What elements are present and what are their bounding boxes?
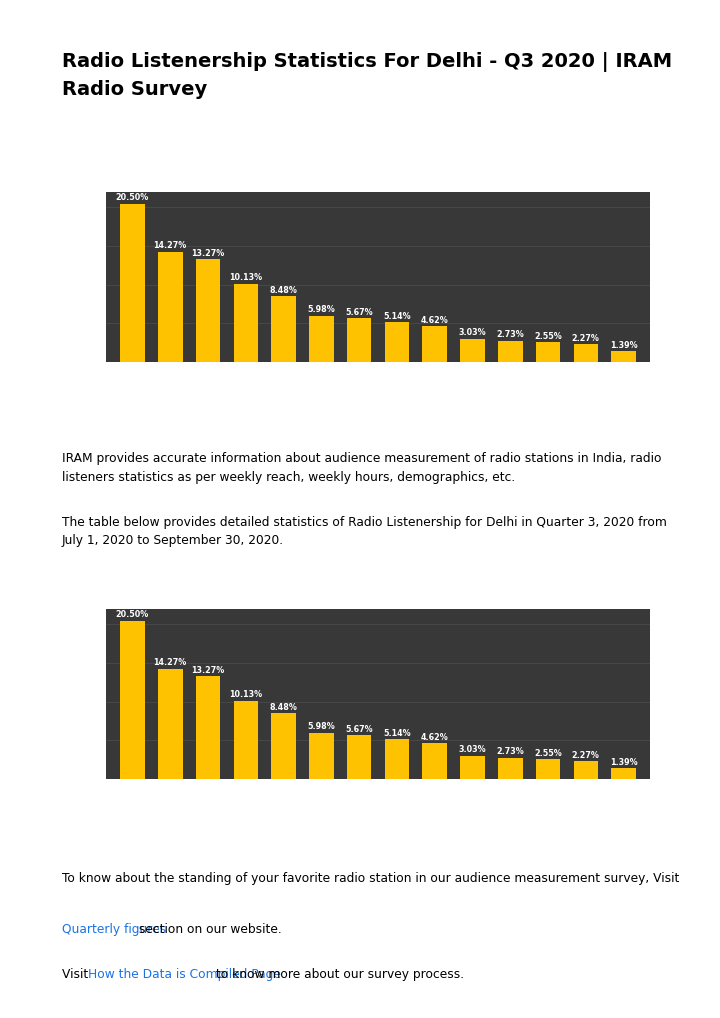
Text: 5.67%: 5.67% [346, 307, 373, 317]
Text: Source: IRAM Radio Survey Q3 2020 (1st July 2020 - 30th September 2020): Source: IRAM Radio Survey Q3 2020 (1st J… [197, 831, 523, 840]
Text: 2.73%: 2.73% [496, 331, 524, 339]
Bar [271, 296, 296, 362]
Bar [574, 344, 598, 362]
Text: 5.14%: 5.14% [383, 729, 410, 738]
Text: 3.03%: 3.03% [459, 328, 486, 337]
Text: RADIO LISTENERSHIP SHARE
DELHI: RADIO LISTENERSHIP SHARE DELHI [253, 571, 467, 601]
Bar [120, 204, 145, 362]
Bar [611, 769, 636, 779]
Text: to know more about our survey process.: to know more about our survey process. [212, 968, 464, 981]
Text: Source: IRAM Radio Survey Q3 2020 (1st July 2020 - 30th September 2020): Source: IRAM Radio Survey Q3 2020 (1st J… [197, 413, 523, 422]
Bar [158, 669, 182, 779]
Text: 3.03%: 3.03% [459, 745, 486, 754]
Bar [233, 700, 258, 779]
Bar [384, 739, 409, 779]
Text: 5.98%: 5.98% [307, 305, 336, 315]
Text: 14.27%: 14.27% [153, 241, 187, 250]
Text: 2.55%: 2.55% [534, 332, 562, 341]
Text: 2.27%: 2.27% [572, 334, 600, 343]
Text: IRAM provides accurate information about audience measurement of radio stations : IRAM provides accurate information about… [62, 452, 662, 484]
Bar [536, 759, 560, 779]
Bar [536, 342, 560, 362]
Text: 2.73%: 2.73% [496, 747, 524, 756]
Text: 5.98%: 5.98% [307, 722, 336, 731]
Text: The table below provides detailed statistics of Radio Listenership for Delhi in : The table below provides detailed statis… [62, 516, 667, 548]
Text: 10.13%: 10.13% [229, 690, 262, 699]
Bar [423, 743, 447, 779]
Bar [384, 323, 409, 362]
Text: 13.27%: 13.27% [192, 249, 225, 258]
Bar [460, 339, 485, 362]
Bar [460, 755, 485, 779]
Bar [120, 621, 145, 779]
Text: 1.39%: 1.39% [610, 757, 637, 767]
Text: How the Data is Compiled Page: How the Data is Compiled Page [88, 968, 281, 981]
Bar [611, 351, 636, 362]
Text: Visit: Visit [62, 968, 92, 981]
Bar [309, 733, 333, 779]
Bar [271, 714, 296, 779]
Text: 13.27%: 13.27% [192, 666, 225, 675]
Text: Radio Listenership Statistics For Delhi - Q3 2020 | IRAM
Radio Survey: Radio Listenership Statistics For Delhi … [62, 52, 672, 99]
Bar [347, 735, 372, 779]
Text: 5.14%: 5.14% [383, 312, 410, 321]
Bar [233, 284, 258, 362]
Bar [498, 341, 523, 362]
Text: 8.48%: 8.48% [269, 286, 297, 295]
Text: www.iramradio.com: www.iramradio.com [318, 429, 402, 438]
Text: 20.50%: 20.50% [116, 610, 149, 619]
Bar [309, 316, 333, 362]
Text: 4.62%: 4.62% [420, 733, 449, 742]
Text: Quarterly figures: Quarterly figures [62, 923, 166, 937]
Text: RADIO LISTENERSHIP SHARE
DELHI: RADIO LISTENERSHIP SHARE DELHI [253, 154, 467, 183]
Text: 2.55%: 2.55% [534, 749, 562, 757]
Bar [196, 260, 220, 362]
Text: 5.67%: 5.67% [346, 725, 373, 734]
Text: 1.39%: 1.39% [610, 341, 637, 350]
Bar [158, 251, 182, 362]
Bar [196, 676, 220, 779]
Bar [574, 761, 598, 779]
Bar [347, 319, 372, 362]
Text: To know about the standing of your favorite radio station in our audience measur: To know about the standing of your favor… [62, 872, 680, 885]
Text: 8.48%: 8.48% [269, 702, 297, 712]
Text: section on our website.: section on our website. [135, 923, 282, 937]
Text: 14.27%: 14.27% [153, 659, 187, 667]
Bar [423, 327, 447, 362]
Text: 4.62%: 4.62% [420, 316, 449, 325]
Text: 2.27%: 2.27% [572, 751, 600, 759]
Text: 10.13%: 10.13% [229, 273, 262, 282]
Text: 20.50%: 20.50% [116, 193, 149, 202]
Bar [498, 758, 523, 779]
Text: www.iramradio.com: www.iramradio.com [318, 846, 402, 854]
